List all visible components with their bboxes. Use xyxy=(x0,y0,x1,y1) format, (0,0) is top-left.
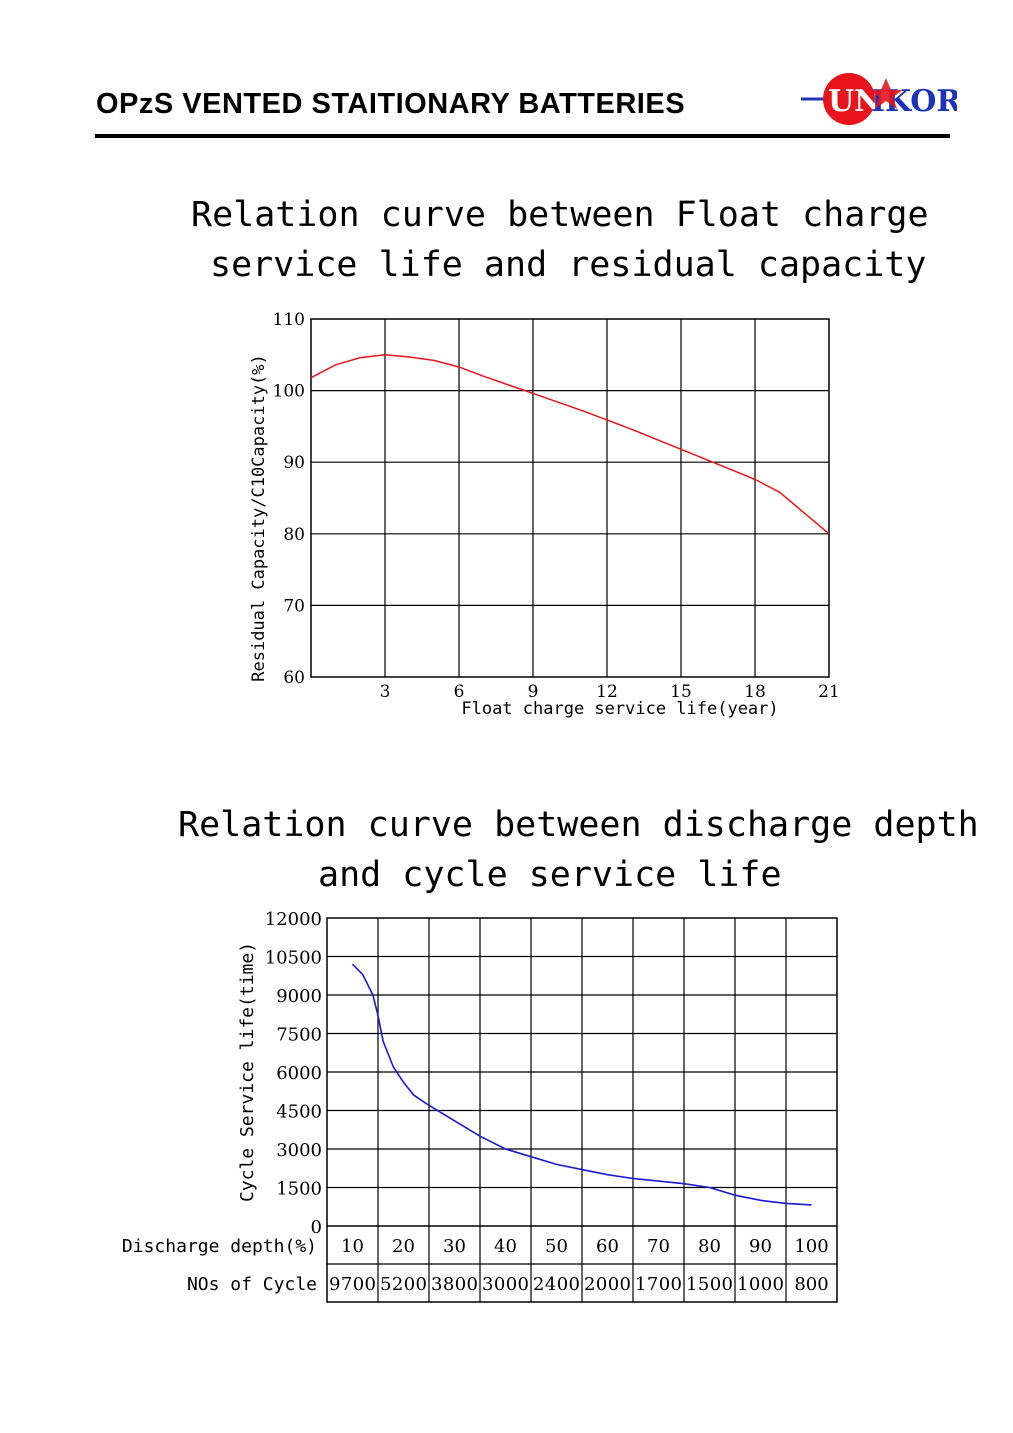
header-divider xyxy=(95,134,950,138)
cycle-count-cell: 9700 xyxy=(329,1274,376,1295)
svg-text:UN: UN xyxy=(828,84,882,119)
y-axis-label: Cycle Service life(time) xyxy=(237,942,258,1202)
chart2-title-line1: Relation curve between discharge depth xyxy=(178,805,979,845)
discharge-depth-cell: 20 xyxy=(392,1236,415,1257)
y-tick-label: 100 xyxy=(273,382,305,402)
cycle-life-line xyxy=(351,963,812,1206)
y-tick-label: 1500 xyxy=(276,1179,322,1200)
y-tick-label: 12000 xyxy=(265,909,322,930)
table-row-label: NOs of Cycle xyxy=(187,1274,317,1295)
discharge-depth-cell: 40 xyxy=(494,1236,517,1257)
x-tick-label: 3 xyxy=(380,682,391,702)
y-tick-label: 4500 xyxy=(276,1102,322,1123)
discharge-depth-cell: 30 xyxy=(443,1236,466,1257)
y-tick-label: 0 xyxy=(311,1217,322,1238)
x-axis-label: Float charge service life(year) xyxy=(461,699,778,719)
cycle-count-cell: 5200 xyxy=(380,1274,427,1295)
x-tick-label: 9 xyxy=(528,682,539,702)
cycle-count-cell: 2400 xyxy=(533,1274,580,1295)
x-tick-label: 15 xyxy=(670,682,692,702)
residual-capacity-line xyxy=(310,354,830,535)
unikor-logo: UN IKOR xyxy=(801,73,957,125)
discharge-depth-cell: 90 xyxy=(749,1236,772,1257)
chart2-title-line2: and cycle service life xyxy=(318,855,782,895)
y-tick-label: 10500 xyxy=(265,948,322,969)
y-tick-label: 80 xyxy=(283,525,305,545)
discharge-depth-cell: 10 xyxy=(341,1236,364,1257)
cycle-count-cell: 1700 xyxy=(635,1274,682,1295)
y-tick-label: 6000 xyxy=(276,1063,322,1084)
y-tick-label: 60 xyxy=(283,668,305,688)
x-tick-label: 21 xyxy=(818,682,840,702)
y-axis-label: Residual Capacity/C10Capacity(%) xyxy=(249,354,269,682)
cycle-count-cell: 1000 xyxy=(737,1274,784,1295)
cycle-count-cell: 1500 xyxy=(686,1274,733,1295)
chart1-title-line2: service life and residual capacity xyxy=(210,245,927,285)
cycle-count-cell: 2000 xyxy=(584,1274,631,1295)
chart1-title-line1: Relation curve between Float charge xyxy=(191,195,929,235)
discharge-depth-cell: 100 xyxy=(794,1236,828,1257)
y-tick-label: 70 xyxy=(283,596,305,616)
discharge-depth-chart: 12000 10500 9000 7500 6000 4500 3000 1500 0Disch… xyxy=(122,909,838,1303)
discharge-depth-cell: 50 xyxy=(545,1236,568,1257)
cycle-count-cell: 3000 xyxy=(482,1274,529,1295)
x-tick-label: 12 xyxy=(596,682,618,702)
x-tick-label: 18 xyxy=(744,682,766,702)
cycle-count-cell: 800 xyxy=(794,1274,828,1295)
discharge-depth-cell: 60 xyxy=(596,1236,619,1257)
float-charge-chart: 3 6 9 12 15 18 21 110 100 90 80 70 60 Float charge se… xyxy=(249,310,840,719)
discharge-depth-cell: 70 xyxy=(647,1236,670,1257)
discharge-depth-cell: 80 xyxy=(698,1236,721,1257)
y-tick-label: 9000 xyxy=(276,986,322,1007)
page-title: OPzS VENTED STAITIONARY BATTERIES xyxy=(96,88,686,120)
y-tick-label: 3000 xyxy=(276,1140,322,1161)
cycle-count-cell: 3800 xyxy=(431,1274,478,1295)
plot-frame xyxy=(310,318,830,678)
y-tick-label: 90 xyxy=(283,453,305,473)
y-tick-label: 110 xyxy=(273,310,305,330)
x-tick-label: 6 xyxy=(454,682,465,702)
y-tick-label: 7500 xyxy=(276,1025,322,1046)
table-row-label: Discharge depth(%) xyxy=(122,1236,317,1257)
